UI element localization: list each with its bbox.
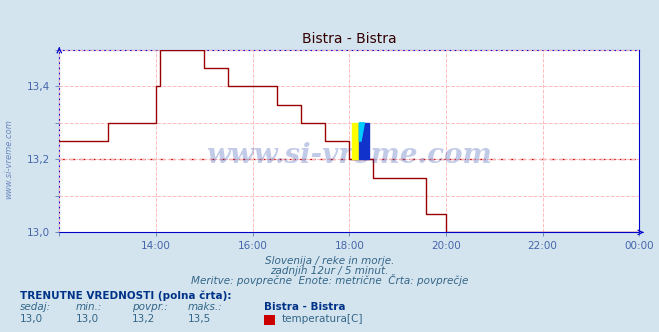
Title: Bistra - Bistra: Bistra - Bistra — [302, 32, 397, 46]
Text: povpr.:: povpr.: — [132, 302, 167, 312]
Text: 13,0: 13,0 — [20, 314, 43, 324]
Polygon shape — [352, 123, 359, 159]
Text: sedaj:: sedaj: — [20, 302, 51, 312]
Text: 13,5: 13,5 — [188, 314, 211, 324]
Text: Bistra - Bistra: Bistra - Bistra — [264, 302, 345, 312]
Text: 13,0: 13,0 — [76, 314, 99, 324]
Text: www.si-vreme.com: www.si-vreme.com — [4, 120, 13, 199]
Text: 13,2: 13,2 — [132, 314, 155, 324]
Polygon shape — [359, 123, 368, 159]
Polygon shape — [359, 123, 364, 141]
Text: temperatura[C]: temperatura[C] — [282, 314, 364, 324]
Text: www.si-vreme.com: www.si-vreme.com — [206, 142, 492, 169]
Text: TRENUTNE VREDNOSTI (polna črta):: TRENUTNE VREDNOSTI (polna črta): — [20, 290, 231, 301]
Text: Slovenija / reke in morje.: Slovenija / reke in morje. — [265, 256, 394, 266]
Text: Meritve: povprečne  Enote: metrične  Črta: povprečje: Meritve: povprečne Enote: metrične Črta:… — [191, 274, 468, 286]
Text: maks.:: maks.: — [188, 302, 223, 312]
Text: min.:: min.: — [76, 302, 102, 312]
Text: zadnjih 12ur / 5 minut.: zadnjih 12ur / 5 minut. — [270, 266, 389, 276]
